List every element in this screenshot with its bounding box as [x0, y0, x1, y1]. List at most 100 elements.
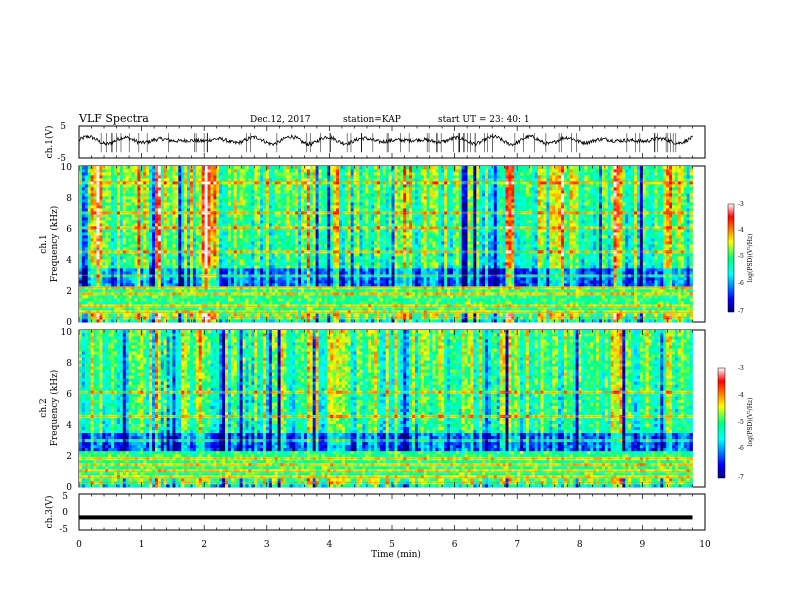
spectrogram-cell	[81, 205, 86, 209]
spectrogram-cell	[93, 319, 97, 323]
spectrogram-cell	[105, 199, 109, 203]
spectrogram-cell	[321, 223, 325, 227]
spectrogram-cell	[79, 196, 83, 200]
spectrogram-cell	[128, 178, 132, 182]
spectrogram-cell	[93, 229, 97, 233]
spectrogram-cell	[105, 268, 109, 272]
spectrogram-cell	[105, 289, 109, 293]
spectrogram-cell	[222, 244, 226, 248]
spectrogram-cell	[181, 217, 185, 221]
spectrogram-cell	[336, 178, 340, 182]
spectrogram-cell	[122, 277, 127, 281]
spectrogram-cell	[318, 196, 322, 200]
spectrogram-cell	[295, 226, 299, 230]
spectrogram-cell	[289, 202, 293, 206]
spectrogram-cell	[286, 172, 290, 176]
spectrogram-cell	[149, 223, 153, 227]
spectrogram-cell	[309, 190, 314, 194]
spectrogram-cell	[122, 232, 127, 236]
spectrogram-cell	[216, 298, 220, 302]
spectrogram-cell	[344, 178, 349, 182]
spectrogram-cell	[289, 205, 293, 209]
spectrogram-cell	[271, 229, 276, 233]
spectrogram-cell	[268, 280, 273, 284]
spectrogram-cell	[219, 178, 223, 182]
spectrogram-cell	[298, 319, 302, 323]
spectrogram-cell	[96, 169, 100, 173]
spectrogram-cell	[181, 298, 185, 302]
spectrogram-cell	[84, 265, 89, 269]
spectrogram-cell	[187, 253, 191, 257]
spectrogram-cell	[236, 265, 241, 269]
spectrogram-cell	[260, 178, 264, 182]
spectrogram-cell	[108, 316, 112, 320]
spectrogram-cell	[295, 220, 299, 224]
spectrogram-cell	[277, 271, 281, 275]
spectrogram-cell	[181, 319, 185, 323]
spectrogram-cell	[268, 199, 273, 203]
spectrogram-cell	[122, 187, 127, 191]
spectrogram-cell	[204, 232, 208, 236]
spectrogram-cell	[187, 199, 191, 203]
spectrogram-cell	[125, 181, 130, 185]
spectrogram-cell	[207, 208, 211, 212]
spectrogram-cell	[119, 313, 124, 317]
spectrogram-cell	[187, 298, 191, 302]
spectrogram-cell	[213, 214, 217, 218]
spectrogram-cell	[222, 190, 226, 194]
spectrogram-cell	[210, 268, 214, 272]
spectrogram-cell	[81, 265, 86, 269]
spectrogram-cell	[341, 226, 346, 230]
spectrogram-cell	[225, 259, 229, 263]
spectrogram-cell	[166, 196, 170, 200]
spectrogram-cell	[306, 271, 311, 275]
spectrogram-cell	[295, 283, 299, 287]
spectrogram-cell	[318, 274, 322, 278]
spectrogram-cell	[341, 208, 346, 212]
spectrogram-cell	[102, 181, 106, 185]
spectrogram-cell	[128, 172, 132, 176]
spectrogram-cell	[286, 253, 290, 257]
spectrogram-cell	[204, 184, 208, 188]
spectrogram-cell	[344, 280, 349, 284]
spectrogram-cell	[318, 169, 322, 173]
spectrogram-cell	[233, 196, 238, 200]
spectrogram-cell	[207, 247, 211, 251]
spectrogram-cell	[157, 319, 162, 323]
spectrogram-cell	[263, 187, 267, 191]
spectrogram-cell	[306, 166, 311, 170]
spectrogram-cell	[236, 178, 241, 182]
spectrogram-cell	[213, 172, 217, 176]
spectrogram-cell	[172, 247, 176, 251]
spectrogram-cell	[219, 301, 223, 305]
spectrogram-cell	[169, 169, 173, 173]
spectrogram-cell	[219, 229, 223, 233]
spectrogram-cell	[265, 202, 270, 206]
spectrogram-cell	[140, 187, 144, 191]
spectrogram-cell	[236, 226, 241, 230]
spectrogram-cell	[315, 259, 319, 263]
spectrogram-cell	[175, 172, 179, 176]
spectrogram-cell	[166, 247, 170, 251]
spectrogram-cell	[277, 199, 281, 203]
spectrogram-cell	[172, 220, 176, 224]
spectrogram-cell	[344, 265, 349, 269]
spectrogram-cell	[137, 256, 141, 260]
spectrogram-cell	[178, 289, 182, 293]
spectrogram-cell	[321, 202, 325, 206]
spectrogram-cell	[93, 268, 97, 272]
spectrogram-cell	[79, 178, 83, 182]
spectrogram-cell	[309, 265, 314, 269]
spectrogram-cell	[81, 235, 86, 239]
spectrogram-cell	[96, 181, 100, 185]
spectrogram-cell	[324, 265, 328, 269]
spectrogram-cell	[172, 196, 176, 200]
spectrogram-cell	[242, 262, 246, 266]
spectrogram-cell	[274, 169, 279, 173]
spectrogram-cell	[146, 208, 150, 212]
spectrogram-cell	[181, 313, 185, 317]
spectrogram-cell	[265, 199, 270, 203]
spectrogram-cell	[222, 268, 226, 272]
spectrogram-cell	[204, 295, 208, 299]
spectrogram-cell	[125, 253, 130, 257]
